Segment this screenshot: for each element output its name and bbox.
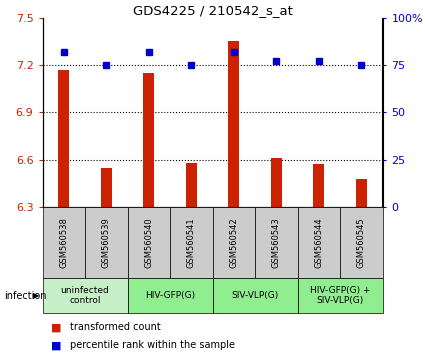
Bar <box>128 207 170 278</box>
Text: GSM560545: GSM560545 <box>357 217 366 268</box>
Text: GSM560539: GSM560539 <box>102 217 111 268</box>
Bar <box>170 207 212 278</box>
Bar <box>340 207 382 278</box>
Text: ■: ■ <box>51 340 62 350</box>
Bar <box>186 163 196 207</box>
Bar <box>298 207 340 278</box>
Bar <box>212 207 255 278</box>
Bar <box>228 41 239 207</box>
Bar <box>212 278 298 313</box>
Bar <box>298 278 382 313</box>
Text: SIV-VLP(G): SIV-VLP(G) <box>231 291 279 300</box>
Bar <box>143 73 154 207</box>
Text: GSM560538: GSM560538 <box>59 217 68 268</box>
Text: GSM560542: GSM560542 <box>229 217 238 268</box>
Text: infection: infection <box>4 291 47 301</box>
Text: percentile rank within the sample: percentile rank within the sample <box>70 340 235 350</box>
Text: transformed count: transformed count <box>70 322 161 332</box>
Bar <box>58 70 69 207</box>
Bar <box>42 278 128 313</box>
Text: GSM560544: GSM560544 <box>314 217 323 268</box>
Bar <box>85 207 128 278</box>
Text: GSM560540: GSM560540 <box>144 217 153 268</box>
Bar <box>42 207 85 278</box>
Bar <box>128 278 212 313</box>
Bar <box>356 179 366 207</box>
Text: HIV-GFP(G) +
SIV-VLP(G): HIV-GFP(G) + SIV-VLP(G) <box>310 286 370 305</box>
Text: ▶: ▶ <box>33 291 40 300</box>
Bar <box>101 168 111 207</box>
Bar <box>313 165 324 207</box>
Title: GDS4225 / 210542_s_at: GDS4225 / 210542_s_at <box>133 4 292 17</box>
Text: ■: ■ <box>51 322 62 332</box>
Bar <box>255 207 298 278</box>
Text: uninfected
control: uninfected control <box>61 286 109 305</box>
Text: GSM560543: GSM560543 <box>272 217 281 268</box>
Text: GSM560541: GSM560541 <box>187 217 196 268</box>
Bar <box>271 158 281 207</box>
Text: HIV-GFP(G): HIV-GFP(G) <box>145 291 195 300</box>
